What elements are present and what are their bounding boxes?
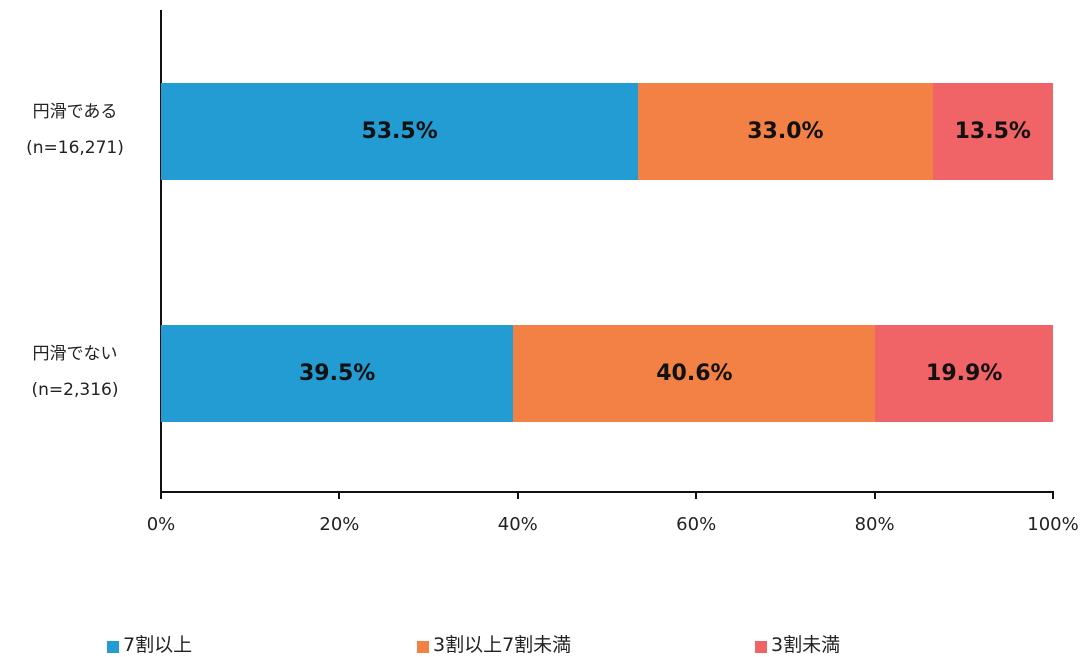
legend-item-under-30: 3割未満	[755, 630, 840, 657]
bar-segment: 33.0%	[638, 83, 933, 180]
category-label-smooth: 円滑である (n=16,271)	[0, 94, 150, 166]
category-name: 円滑でない	[32, 344, 118, 364]
bar-segment: 53.5%	[161, 83, 639, 180]
category-sample-size: (n=2,316)	[31, 380, 119, 400]
legend-label: 3割以上7割未満	[433, 634, 572, 656]
x-tick-label: 60%	[676, 514, 717, 535]
x-axis-line	[160, 491, 1053, 493]
category-label-not-smooth: 円滑でない (n=2,316)	[0, 336, 150, 408]
legend-label: 3割未満	[771, 634, 841, 656]
x-tick	[1052, 491, 1054, 499]
bar-segment: 40.6%	[513, 325, 876, 422]
x-tick-label: 0%	[146, 514, 176, 535]
legend-swatch	[417, 640, 429, 653]
x-tick-label: 20%	[319, 514, 360, 535]
bar-segment: 13.5%	[932, 83, 1053, 180]
legend-swatch	[107, 640, 119, 653]
x-tick-label: 40%	[497, 514, 538, 535]
category-name: 円滑である	[32, 102, 118, 122]
bar-smooth: 53.5% 33.0% 13.5%	[161, 83, 1053, 180]
x-tick	[695, 491, 698, 499]
legend-item-30-70: 3割以上7割未満	[417, 630, 571, 657]
legend-item-70-plus: 7割以上	[107, 630, 192, 657]
legend-label: 7割以上	[123, 634, 193, 656]
legend: 7割以上 3割以上7割未満 3割未満	[0, 630, 1082, 656]
y-axis-line	[160, 10, 162, 493]
bar-segment: 39.5%	[161, 325, 514, 422]
category-sample-size: (n=16,271)	[26, 138, 124, 158]
bar-not-smooth: 39.5% 40.6% 19.9%	[161, 325, 1053, 422]
x-tick	[338, 491, 341, 499]
x-tick-label: 100%	[1027, 514, 1079, 535]
x-tick	[160, 491, 162, 499]
legend-swatch	[755, 640, 767, 653]
x-tick-label: 80%	[854, 514, 895, 535]
x-tick	[873, 491, 876, 499]
bar-segment: 19.9%	[875, 325, 1053, 422]
x-tick	[516, 491, 519, 499]
